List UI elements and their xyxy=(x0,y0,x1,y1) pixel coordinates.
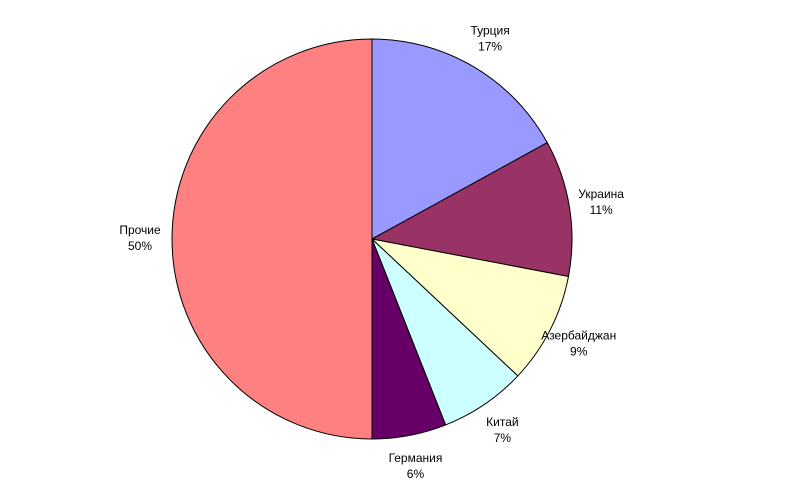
slice-label: Китай xyxy=(486,415,518,429)
pie-slice xyxy=(370,238,570,377)
slice-label: Прочие xyxy=(119,223,161,237)
slice-label: Украина xyxy=(578,187,624,201)
slice-value-label: 11% xyxy=(590,203,613,217)
slice-value-label: 7% xyxy=(494,431,512,445)
slice-label: Турция xyxy=(470,23,509,37)
slice-value-label: 9% xyxy=(570,344,588,358)
slice-label: Германия xyxy=(389,451,443,465)
pie-slice xyxy=(370,141,573,278)
pie-slice xyxy=(371,38,548,240)
pie-slice xyxy=(171,38,373,440)
slice-value-label: 17% xyxy=(478,39,502,53)
slice-label: Азербайджан xyxy=(541,328,616,342)
slice-value-label: 50% xyxy=(128,239,152,253)
slice-value-label: 6% xyxy=(407,467,425,481)
